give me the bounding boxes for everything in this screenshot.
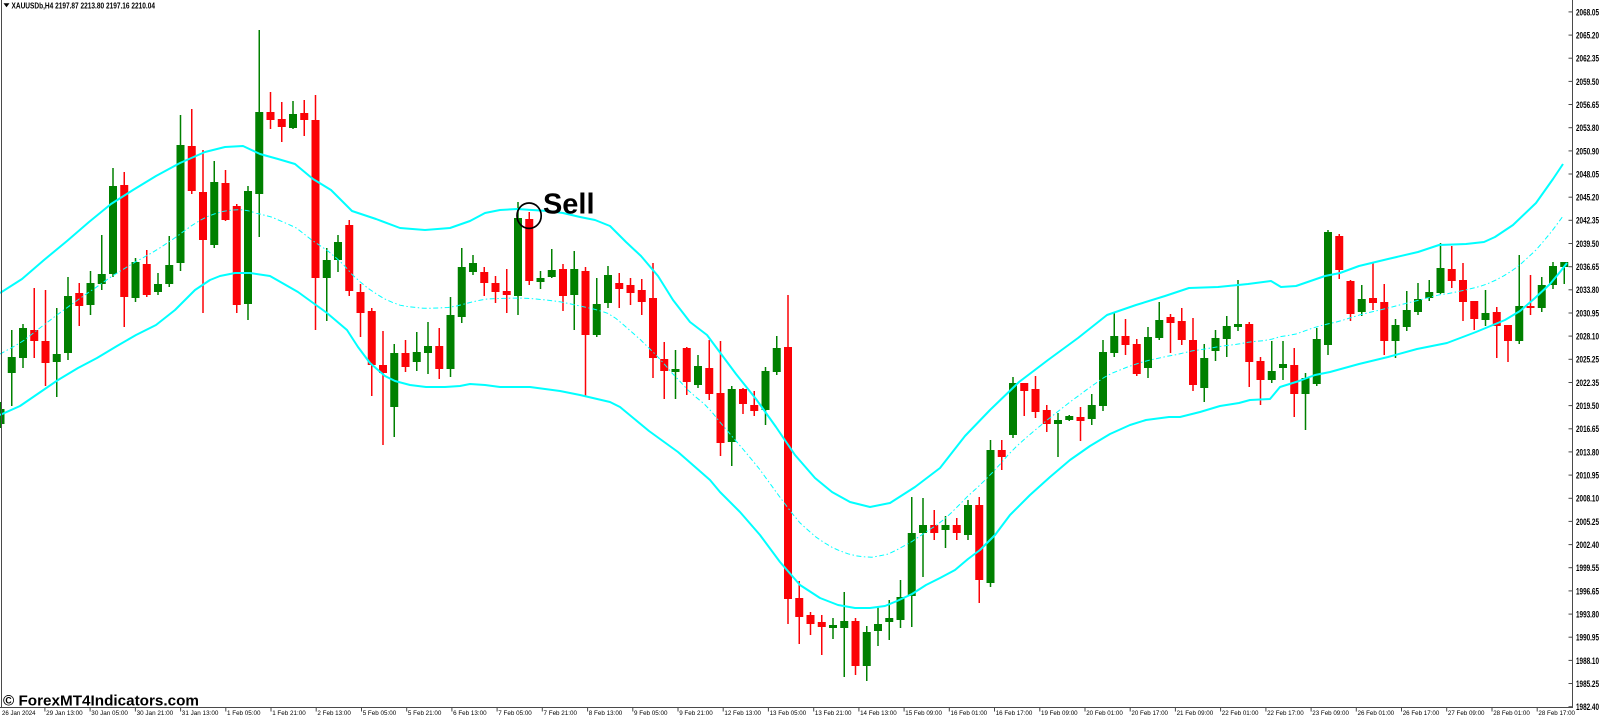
svg-text:2036.65: 2036.65	[1576, 262, 1599, 273]
svg-text:13 Feb 05:00: 13 Feb 05:00	[770, 710, 807, 717]
svg-text:2039.50: 2039.50	[1576, 239, 1599, 250]
svg-text:14 Feb 13:00: 14 Feb 13:00	[860, 710, 897, 717]
svg-text:9 Feb 21:00: 9 Feb 21:00	[679, 710, 713, 717]
svg-text:2050.90: 2050.90	[1576, 146, 1599, 157]
svg-text:30 Jan 21:00: 30 Jan 21:00	[137, 710, 174, 717]
svg-text:2013.80: 2013.80	[1576, 447, 1599, 458]
svg-text:2033.80: 2033.80	[1576, 285, 1599, 296]
svg-text:2028.10: 2028.10	[1576, 332, 1599, 343]
svg-text:1990.95: 1990.95	[1576, 633, 1599, 644]
svg-text:30 Jan 05:00: 30 Jan 05:00	[91, 710, 128, 717]
svg-text:12 Feb 13:00: 12 Feb 13:00	[724, 710, 761, 717]
svg-text:2019.50: 2019.50	[1576, 401, 1599, 412]
svg-text:2056.65: 2056.65	[1576, 100, 1599, 111]
svg-text:16 Feb 01:00: 16 Feb 01:00	[951, 710, 988, 717]
svg-text:2065.20: 2065.20	[1576, 31, 1599, 42]
svg-text:15 Feb 09:00: 15 Feb 09:00	[905, 710, 942, 717]
svg-text:5 Feb 21:00: 5 Feb 21:00	[408, 710, 442, 717]
svg-text:1982.40: 1982.40	[1576, 702, 1599, 713]
svg-text:7 Feb 05:00: 7 Feb 05:00	[498, 710, 532, 717]
svg-text:9 Feb 05:00: 9 Feb 05:00	[634, 710, 668, 717]
svg-text:31 Jan 13:00: 31 Jan 13:00	[182, 710, 219, 717]
svg-text:1996.65: 1996.65	[1576, 586, 1599, 597]
svg-text:26 Feb 17:00: 26 Feb 17:00	[1403, 710, 1440, 717]
svg-text:2068.05: 2068.05	[1576, 7, 1599, 18]
svg-text:6 Feb 13:00: 6 Feb 13:00	[453, 710, 487, 717]
svg-text:8 Feb 13:00: 8 Feb 13:00	[589, 710, 623, 717]
svg-text:© ForexMT4Indicators.com: © ForexMT4Indicators.com	[3, 694, 199, 710]
svg-text:Sell: Sell	[543, 189, 595, 221]
svg-text:1 Feb 05:00: 1 Feb 05:00	[227, 710, 261, 717]
svg-text:1988.10: 1988.10	[1576, 656, 1599, 667]
svg-text:2010.95: 2010.95	[1576, 471, 1599, 482]
svg-text:2059.50: 2059.50	[1576, 77, 1599, 88]
svg-text:2062.35: 2062.35	[1576, 54, 1599, 65]
svg-text:5 Feb 05:00: 5 Feb 05:00	[363, 710, 397, 717]
svg-text:2 Feb 13:00: 2 Feb 13:00	[317, 710, 351, 717]
svg-text:2042.35: 2042.35	[1576, 216, 1599, 227]
svg-text:13 Feb 21:00: 13 Feb 21:00	[815, 710, 852, 717]
svg-text:2025.25: 2025.25	[1576, 355, 1599, 366]
svg-text:7 Feb 21:00: 7 Feb 21:00	[544, 710, 578, 717]
svg-text:2008.10: 2008.10	[1576, 494, 1599, 505]
svg-text:2002.40: 2002.40	[1576, 540, 1599, 551]
svg-text:2048.05: 2048.05	[1576, 169, 1599, 180]
svg-text:28 Feb 17:00: 28 Feb 17:00	[1538, 710, 1575, 717]
svg-text:26 Feb 01:00: 26 Feb 01:00	[1358, 710, 1395, 717]
svg-text:2005.25: 2005.25	[1576, 517, 1599, 528]
svg-text:26 Jan 2024: 26 Jan 2024	[2, 710, 36, 717]
svg-text:19 Feb 09:00: 19 Feb 09:00	[1041, 710, 1078, 717]
svg-text:2022.35: 2022.35	[1576, 378, 1599, 389]
svg-text:23 Feb 09:00: 23 Feb 09:00	[1312, 710, 1349, 717]
svg-text:2053.80: 2053.80	[1576, 123, 1599, 134]
svg-text:2030.95: 2030.95	[1576, 308, 1599, 319]
svg-text:1 Feb 21:00: 1 Feb 21:00	[272, 710, 306, 717]
svg-text:2016.65: 2016.65	[1576, 424, 1599, 435]
svg-text:22 Feb 17:00: 22 Feb 17:00	[1267, 710, 1304, 717]
svg-text:1993.80: 1993.80	[1576, 610, 1599, 621]
svg-text:21 Feb 09:00: 21 Feb 09:00	[1177, 710, 1214, 717]
svg-text:2045.20: 2045.20	[1576, 193, 1599, 204]
svg-text:28 Feb 01:00: 28 Feb 01:00	[1493, 710, 1530, 717]
svg-text:1985.25: 1985.25	[1576, 679, 1599, 690]
svg-text:20 Feb 17:00: 20 Feb 17:00	[1131, 710, 1168, 717]
svg-text:29 Jan 13:00: 29 Jan 13:00	[46, 710, 83, 717]
svg-text:1999.55: 1999.55	[1576, 563, 1599, 574]
svg-text:20 Feb 01:00: 20 Feb 01:00	[1086, 710, 1123, 717]
svg-text:22 Feb 01:00: 22 Feb 01:00	[1222, 710, 1259, 717]
svg-text:XAUUSDb,H4 2197.87 2213.80 21: XAUUSDb,H4 2197.87 2213.80 2197.16 2210.…	[12, 1, 156, 11]
svg-text:27 Feb 09:00: 27 Feb 09:00	[1448, 710, 1485, 717]
svg-text:16 Feb 17:00: 16 Feb 17:00	[996, 710, 1033, 717]
